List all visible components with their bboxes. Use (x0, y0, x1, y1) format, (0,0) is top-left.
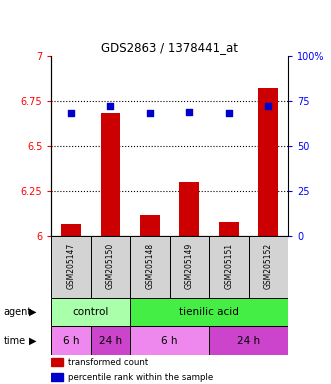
Text: agent: agent (3, 307, 31, 317)
Bar (169, 236, 209, 298)
Text: percentile rank within the sample: percentile rank within the sample (68, 372, 213, 382)
Bar (91, 236, 130, 298)
Text: GSM205152: GSM205152 (264, 243, 273, 289)
Bar (209, 326, 288, 355)
Text: control: control (72, 307, 109, 317)
Point (187, 109, 192, 115)
Bar (130, 236, 169, 298)
Bar (130, 298, 288, 326)
Bar (101, 113, 120, 236)
Text: GSM205151: GSM205151 (224, 243, 233, 289)
Text: GSM205147: GSM205147 (67, 243, 75, 289)
Point (108, 103, 113, 109)
Bar (51, 358, 63, 366)
Text: tienilic acid: tienilic acid (179, 307, 239, 317)
Text: 24 h: 24 h (99, 336, 122, 346)
Bar (91, 326, 130, 355)
Text: GSM205150: GSM205150 (106, 243, 115, 289)
Bar (51, 373, 63, 381)
Point (69, 110, 74, 116)
Text: 24 h: 24 h (237, 336, 260, 346)
Bar (209, 236, 249, 298)
Bar (130, 326, 209, 355)
Bar (51, 236, 91, 298)
Point (265, 103, 271, 109)
Text: ▶: ▶ (29, 336, 36, 346)
Title: GDS2863 / 1378441_at: GDS2863 / 1378441_at (101, 41, 238, 55)
Text: 6 h: 6 h (162, 336, 178, 346)
Bar (61, 223, 81, 236)
Text: transformed count: transformed count (68, 358, 148, 367)
Bar (51, 326, 91, 355)
Text: time: time (3, 336, 25, 346)
Text: ▶: ▶ (29, 307, 36, 317)
Bar (140, 215, 160, 236)
Point (147, 110, 153, 116)
Text: 6 h: 6 h (63, 336, 79, 346)
Bar (249, 236, 288, 298)
Text: GSM205149: GSM205149 (185, 243, 194, 289)
Bar (51, 298, 130, 326)
Text: GSM205148: GSM205148 (145, 243, 155, 289)
Bar (259, 88, 278, 236)
Bar (219, 222, 239, 236)
Point (226, 110, 231, 116)
Bar (179, 182, 199, 236)
